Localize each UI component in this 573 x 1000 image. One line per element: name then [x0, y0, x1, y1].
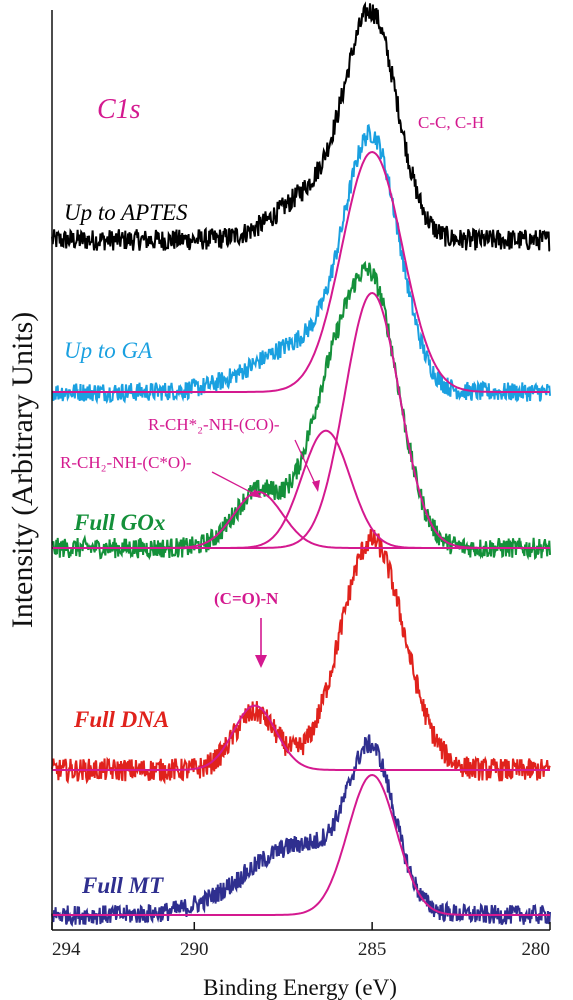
series-line-3 [51, 528, 551, 785]
annotation-r-ch2-nh-co: R-CH*₂-NH-(CO)- [148, 415, 280, 434]
fit-curve-3-0 [52, 704, 550, 771]
series-label-ga: Up to GA [64, 338, 153, 363]
fit-curve-1-0 [52, 150, 550, 393]
y-axis-title: Intensity (Arbitrary Units) [6, 312, 39, 629]
fit-curve-2-2 [52, 490, 550, 549]
fit-layer [52, 150, 550, 916]
x-tick-label-290: 290 [180, 939, 209, 960]
arrowhead-c-o-n [255, 655, 267, 668]
annotation-cc-ch: C-C, C-H [418, 113, 484, 132]
x-axis-title: Binding Energy (eV) [203, 975, 397, 1000]
chart-title: C1s [97, 94, 141, 125]
fit-curve-4-0 [52, 773, 550, 916]
arrowhead-r-ch2-nh-co [312, 480, 320, 492]
annotation-c-o-n: (C=O)-N [214, 589, 279, 608]
x-tick-label-280: 280 [522, 939, 551, 960]
series-label-gox: Full GOx [73, 510, 165, 535]
arrow-r-ch2-nh-c-o [211, 471, 259, 497]
x-tick-label-294: 294 [52, 939, 81, 960]
series-label-aptes: Up to APTES [64, 200, 188, 225]
series-line-4 [51, 734, 551, 928]
x-tick-label-285: 285 [358, 939, 387, 960]
annotation-r-ch2-nh-c-o: R-CH₂-NH-(C*O)- [60, 453, 192, 472]
series-line-0 [51, 1, 551, 252]
series-label-dna: Full DNA [73, 707, 169, 732]
series-label-mt: Full MT [81, 873, 164, 898]
arrowhead-r-ch2-nh-c-o [250, 489, 262, 498]
x-ticks: 294 290 285 280 [51, 922, 551, 960]
